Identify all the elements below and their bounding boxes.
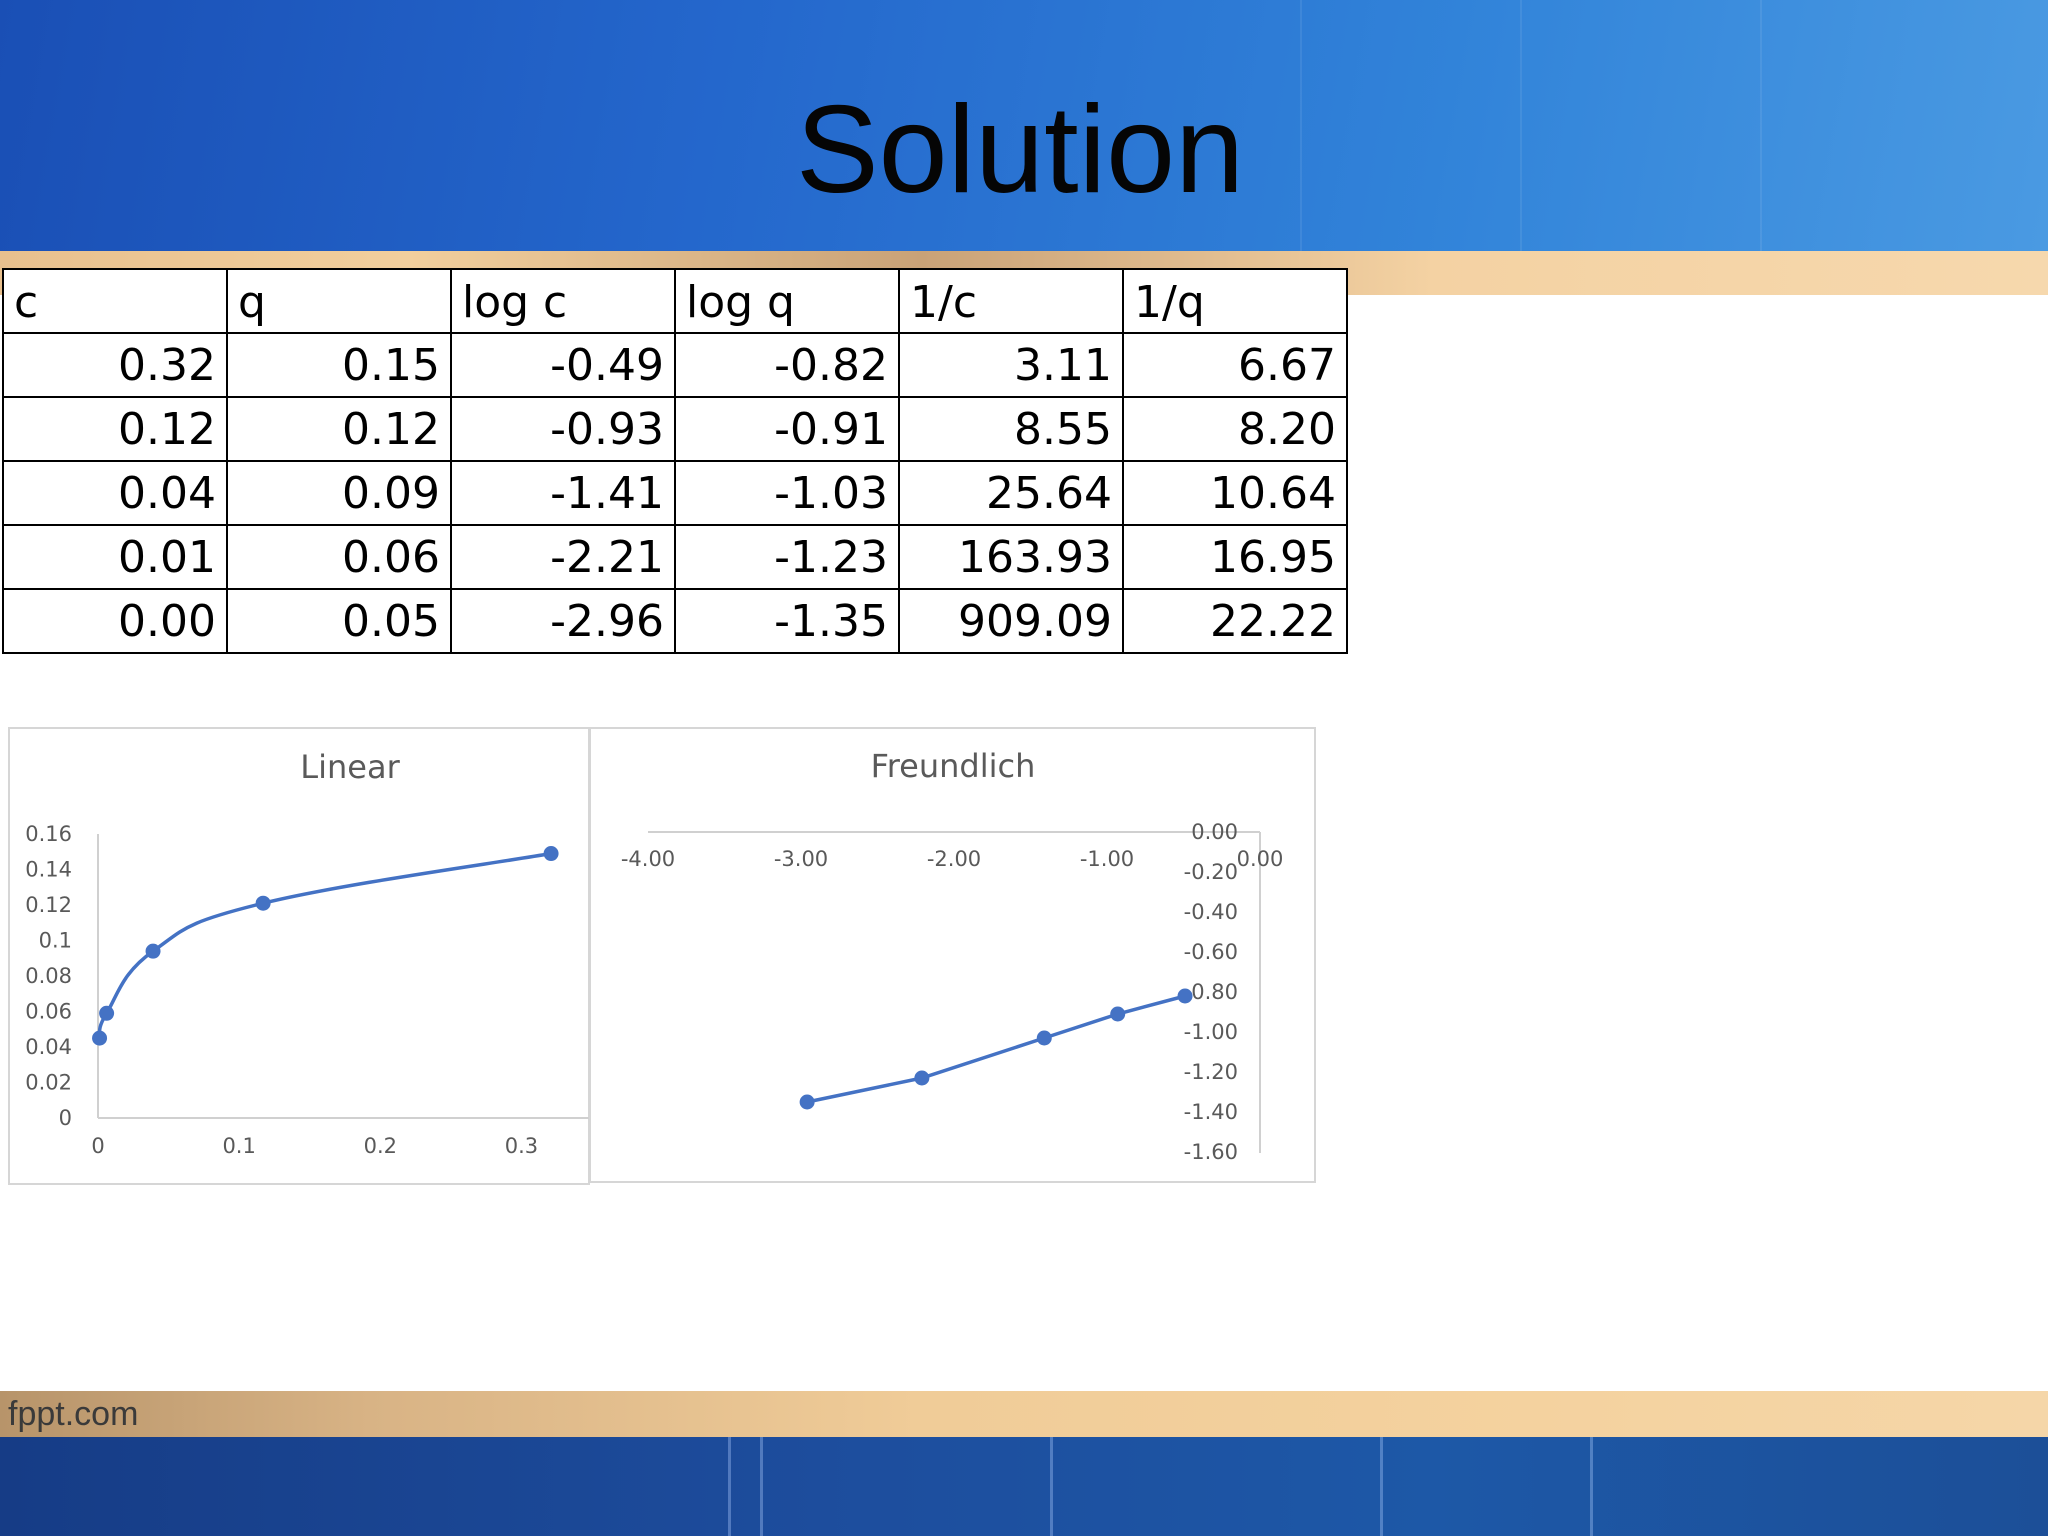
y-tick-label: -0.80	[1184, 980, 1238, 1004]
linear-chart-svg: Linear 0 0.02 0.04 0.06 0.08 0.1 0.12 0.14 0.16 0 0…	[25, 748, 592, 1158]
table-cell: -1.35	[674, 588, 900, 654]
y-tick-label: -1.60	[1184, 1140, 1238, 1164]
table-cell: 8.55	[898, 396, 1124, 462]
table-cell: 10.64	[1122, 460, 1348, 526]
footer-banner	[0, 1437, 2048, 1536]
table-header-row: c q log c log q 1/c 1/q	[2, 268, 1348, 334]
table-cell: 0.04	[2, 460, 228, 526]
column-header: log c	[450, 268, 676, 334]
y-tick-label: 0	[59, 1106, 72, 1130]
x-tick-label: -2.00	[927, 847, 981, 871]
chart-title: Linear	[300, 748, 400, 786]
y-tick-label: 0.08	[25, 964, 72, 988]
y-tick-label: 0.12	[25, 893, 72, 917]
y-tick-label: 0.02	[25, 1071, 72, 1095]
table-cell: -2.96	[450, 588, 676, 654]
data-point	[255, 895, 271, 911]
x-tick-label: -1.00	[1080, 847, 1134, 871]
x-tick-label: -3.00	[774, 847, 828, 871]
x-tick-label: 0.3	[505, 1134, 538, 1158]
series-line	[806, 994, 1186, 1104]
column-header: q	[226, 268, 452, 334]
table-cell: -1.03	[674, 460, 900, 526]
table-row: 0.32 0.15 -0.49 -0.82 3.11 6.67	[2, 332, 1348, 398]
footer-label: fppt.com	[8, 1395, 139, 1433]
y-tick-label: -1.20	[1184, 1060, 1238, 1084]
column-header: 1/q	[1122, 268, 1348, 334]
table-cell: 0.01	[2, 524, 228, 590]
y-tick-label: 0.04	[25, 1035, 72, 1059]
table-cell: -0.49	[450, 332, 676, 398]
y-tick-label: -1.40	[1184, 1100, 1238, 1124]
x-tick-label: -4.00	[621, 847, 675, 871]
chart-title: Freundlich	[871, 747, 1036, 785]
data-table: c q log c log q 1/c 1/q 0.32 0.15 -0.49 …	[2, 268, 1348, 654]
freundlich-chart: Freundlich -4.00 -3.00 -2.00 -1.00 0.00 0.00 -0…	[589, 727, 1316, 1183]
table-row: 0.04 0.09 -1.41 -1.03 25.64 10.64	[2, 460, 1348, 526]
table-cell: -0.93	[450, 396, 676, 462]
x-tick-label: 0.1	[222, 1134, 255, 1158]
table-cell: 909.09	[898, 588, 1124, 654]
linear-chart: Linear 0 0.02 0.04 0.06 0.08 0.1 0.12 0.14 0.16 0 0…	[8, 727, 592, 1185]
data-point	[99, 1005, 115, 1021]
table-cell: 25.64	[898, 460, 1124, 526]
y-tick-label: 0.1	[39, 929, 72, 953]
column-header: c	[2, 268, 228, 334]
data-point	[92, 1030, 108, 1046]
data-point	[1177, 988, 1193, 1004]
freundlich-chart-svg: Freundlich-4.00 -3.00 -2.00 -1.00 0.000.00-0…	[621, 747, 1284, 1164]
data-point	[543, 846, 559, 862]
y-tick-label: 0.06	[25, 1000, 72, 1024]
table-row: 0.00 0.05 -2.96 -1.35 909.09 22.22	[2, 588, 1348, 654]
table-cell: 8.20	[1122, 396, 1348, 462]
table-cell: 6.67	[1122, 332, 1348, 398]
y-tick-label: 0.16	[25, 822, 72, 846]
data-point	[1110, 1006, 1126, 1022]
table-cell: 0.00	[2, 588, 228, 654]
table-row: 0.12 0.12 -0.93 -0.91 8.55 8.20	[2, 396, 1348, 462]
y-tick-label: 0.14	[25, 858, 72, 882]
data-point	[1036, 1030, 1052, 1046]
data-point	[799, 1094, 815, 1110]
data-point	[914, 1070, 930, 1086]
table-cell: 0.06	[226, 524, 452, 590]
y-tick-label: -0.40	[1184, 900, 1238, 924]
table-cell: -0.91	[674, 396, 900, 462]
y-tick-label: -0.20	[1184, 860, 1238, 884]
table-cell: 0.15	[226, 332, 452, 398]
table-cell: -1.41	[450, 460, 676, 526]
header-banner	[0, 0, 2048, 251]
table-cell: -0.82	[674, 332, 900, 398]
table-cell: 0.05	[226, 588, 452, 654]
x-tick-label: 0.00	[1237, 847, 1284, 871]
table-cell: 0.32	[2, 332, 228, 398]
table-cell: 0.12	[226, 396, 452, 462]
table-cell: 0.12	[2, 396, 228, 462]
y-tick-label: -0.60	[1184, 940, 1238, 964]
table-row: 0.01 0.06 -2.21 -1.23 163.93 16.95	[2, 524, 1348, 590]
table-cell: -1.23	[674, 524, 900, 590]
table-cell: 16.95	[1122, 524, 1348, 590]
decorative-band-bottom	[0, 1391, 2048, 1437]
column-header: 1/c	[898, 268, 1124, 334]
y-tick-label: 0.00	[1191, 820, 1238, 844]
slide-title: Solution	[795, 81, 1245, 219]
table-cell: 0.09	[226, 460, 452, 526]
table-cell: 163.93	[898, 524, 1124, 590]
table-cell: 22.22	[1122, 588, 1348, 654]
data-point	[145, 943, 161, 959]
column-header: log q	[674, 268, 900, 334]
table-cell: -2.21	[450, 524, 676, 590]
x-tick-label: 0.2	[364, 1134, 397, 1158]
table-cell: 3.11	[898, 332, 1124, 398]
series-line	[97, 851, 552, 1039]
y-tick-label: -1.00	[1184, 1020, 1238, 1044]
x-tick-label: 0	[91, 1134, 104, 1158]
